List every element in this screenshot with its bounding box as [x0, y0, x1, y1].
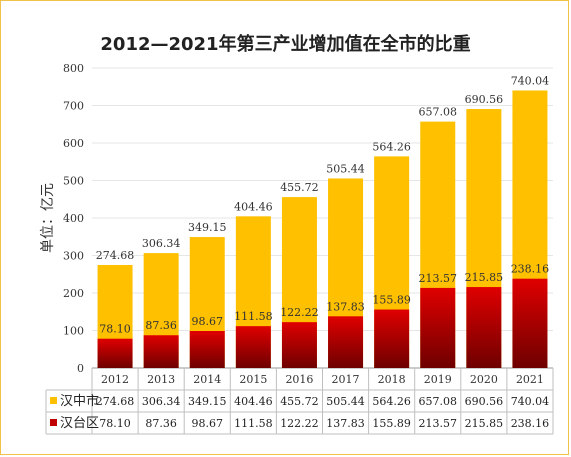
data-label-hantai-2020: 215.85	[465, 271, 504, 284]
chart-title: 2012—2021年第三产业增加值在全市的比重	[100, 34, 471, 55]
table-cell: 78.10	[99, 417, 131, 430]
x-tick-label: 2017	[332, 373, 360, 386]
legend-label-hantai: 汉台区	[60, 416, 99, 431]
x-tick-label: 2016	[285, 373, 313, 386]
y-tick-label: 500	[63, 175, 84, 188]
data-label-hanzhong-2021: 740.04	[511, 74, 550, 87]
bar-hantai-2020	[466, 287, 502, 368]
data-label-hantai-2016: 122.22	[280, 306, 319, 319]
bar-hantai-2017	[328, 316, 364, 368]
table-cell: 740.04	[511, 395, 550, 408]
table-cell: 564.26	[372, 395, 411, 408]
legend-swatch-hanzhong	[50, 397, 57, 404]
table-cell: 657.08	[419, 395, 458, 408]
table-cell: 306.34	[142, 395, 181, 408]
data-label-hantai-2012: 78.10	[99, 323, 131, 336]
legend-label-hanzhong: 汉中市	[60, 393, 99, 409]
table-cell: 215.85	[465, 417, 504, 430]
x-tick-label: 2019	[424, 373, 452, 386]
data-label-hanzhong-2018: 564.26	[372, 140, 411, 153]
y-tick-label: 300	[63, 250, 84, 263]
data-label-hantai-2019: 213.57	[419, 272, 458, 285]
legend-swatch-hantai	[50, 419, 57, 426]
bar-hantai-2018	[374, 309, 410, 368]
y-tick-label: 100	[63, 325, 84, 338]
x-tick-label: 2021	[516, 373, 544, 386]
x-tick-label: 2013	[147, 373, 175, 386]
y-tick-label: 400	[63, 212, 84, 225]
bar-hantai-2014	[189, 330, 225, 368]
table-cell: 111.58	[234, 417, 273, 430]
data-label-hanzhong-2014: 349.15	[188, 221, 227, 234]
bar-hantai-2016	[281, 322, 317, 368]
data-label-hantai-2021: 238.16	[511, 263, 550, 276]
bar-hantai-2019	[420, 287, 456, 368]
y-tick-label: 700	[63, 100, 84, 113]
y-tick-label: 600	[63, 137, 84, 150]
table-cell: 404.46	[234, 395, 273, 408]
table-cell: 98.67	[192, 417, 224, 430]
table-cell: 155.89	[372, 417, 411, 430]
data-label-hanzhong-2012: 274.68	[96, 249, 135, 262]
data-label-hanzhong-2015: 404.46	[234, 200, 273, 213]
data-label-hanzhong-2016: 455.72	[280, 181, 319, 194]
data-label-hantai-2018: 155.89	[372, 294, 411, 307]
data-label-hanzhong-2013: 306.34	[142, 237, 181, 250]
y-tick-label: 200	[63, 287, 84, 300]
table-cell: 349.15	[188, 395, 227, 408]
table-cell: 274.68	[96, 395, 135, 408]
y-tick-label: 0	[77, 362, 84, 375]
data-label-hanzhong-2020: 690.56	[465, 93, 504, 106]
bar-hantai-2012	[97, 338, 133, 368]
x-tick-label: 2018	[378, 373, 406, 386]
table-cell: 87.36	[145, 417, 177, 430]
data-label-hanzhong-2019: 657.08	[419, 106, 458, 119]
table-cell: 690.56	[465, 395, 504, 408]
data-label-hantai-2017: 137.83	[326, 300, 365, 313]
table-cell: 455.72	[280, 395, 319, 408]
table-cell: 505.44	[326, 395, 365, 408]
data-label-hantai-2013: 87.36	[145, 319, 177, 332]
x-tick-label: 2015	[239, 373, 267, 386]
table-cell: 238.16	[511, 417, 550, 430]
table-cell: 213.57	[419, 417, 458, 430]
bar-hantai-2021	[512, 278, 548, 368]
data-label-hantai-2015: 111.58	[234, 310, 273, 323]
data-label-hanzhong-2017: 505.44	[326, 162, 365, 175]
table-cell: 122.22	[280, 417, 319, 430]
y-tick-label: 800	[63, 62, 84, 75]
y-axis-label: 单位：亿元	[40, 183, 56, 253]
x-tick-label: 2014	[193, 373, 221, 386]
bar-hantai-2015	[235, 326, 271, 368]
table-cell: 137.83	[326, 417, 365, 430]
x-tick-label: 2012	[101, 373, 129, 386]
bar-hantai-2013	[143, 335, 179, 368]
data-label-hantai-2014: 98.67	[192, 315, 224, 328]
x-tick-label: 2020	[470, 373, 498, 386]
